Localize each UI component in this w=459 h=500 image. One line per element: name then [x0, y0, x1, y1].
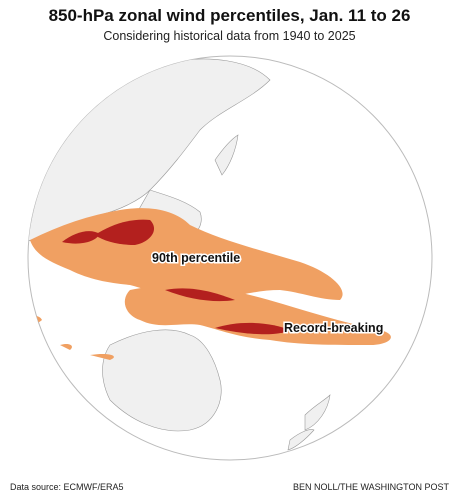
- record-1: [62, 231, 100, 244]
- region-south: [124, 285, 391, 345]
- record-2: [95, 219, 155, 245]
- source: Data source: ECMWF/ERA5: [10, 482, 124, 492]
- record-3: [165, 288, 235, 302]
- credit: BEN NOLL/THE WASHINGTON POST: [292, 482, 449, 492]
- japan: [214, 134, 239, 176]
- australia: [102, 329, 222, 432]
- label-record: Record-breaking: [284, 321, 383, 335]
- record-breaking: [62, 219, 290, 335]
- label-90th: 90th percentile: [152, 251, 240, 265]
- subtitle: Considering historical data from 1940 to…: [103, 29, 356, 43]
- title: 850-hPa zonal wind percentiles, Jan. 11 …: [48, 6, 411, 25]
- record-4: [215, 322, 290, 335]
- new-zealand: [287, 394, 331, 451]
